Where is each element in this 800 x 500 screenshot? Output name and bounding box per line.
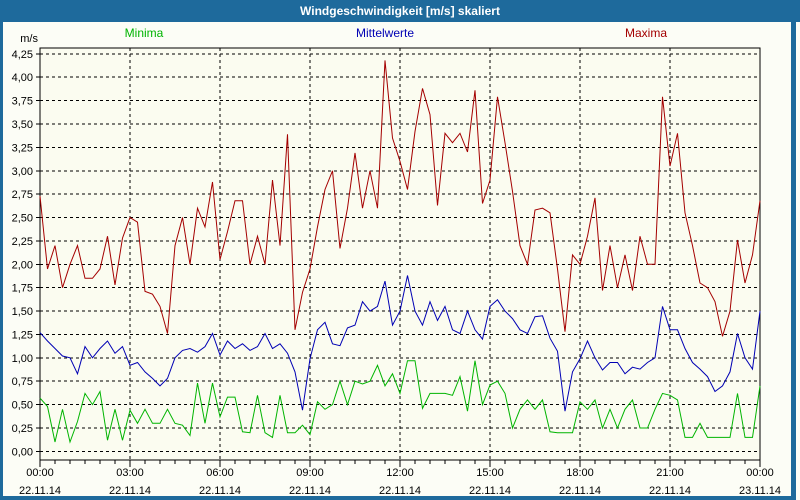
title-bar: Windgeschwindigkeit [m/s] skaliert [0,0,800,22]
plot-area: 0,00 0,25 0,50 0,75 1,00 1,25 1,50 1,75 2,00 2,25… [0,22,796,500]
svg-text:00:00: 00:00 [26,467,54,479]
svg-text:2,50: 2,50 [12,213,33,225]
svg-text:15:00: 15:00 [476,467,504,479]
legend-mittelwerte: Mittelwerte [355,26,415,40]
svg-text:4,25: 4,25 [12,49,33,61]
svg-text:22.11.14: 22.11.14 [559,485,601,497]
svg-text:3,25: 3,25 [12,142,33,154]
svg-text:1,00: 1,00 [12,353,33,365]
svg-text:00:00: 00:00 [746,467,774,479]
svg-text:22.11.14: 22.11.14 [109,485,151,497]
svg-text:22.11.14: 22.11.14 [649,485,691,497]
svg-text:1,50: 1,50 [12,306,33,318]
svg-text:2,75: 2,75 [12,189,33,201]
svg-text:0,25: 0,25 [12,423,33,435]
legend-maxima: Maxima [624,26,668,40]
svg-text:03:00: 03:00 [116,467,144,479]
svg-text:23.11.14: 23.11.14 [739,485,781,497]
svg-text:22.11.14: 22.11.14 [289,485,331,497]
svg-text:3,75: 3,75 [12,96,33,108]
svg-text:2,00: 2,00 [12,259,33,271]
svg-text:06:00: 06:00 [206,467,234,479]
svg-text:3,00: 3,00 [12,166,33,178]
svg-text:12:00: 12:00 [386,467,414,479]
svg-text:1,25: 1,25 [12,330,33,342]
svg-text:0,00: 0,00 [12,446,33,458]
svg-text:4,00: 4,00 [12,72,33,84]
svg-text:0,75: 0,75 [12,376,33,388]
svg-text:22.11.14: 22.11.14 [199,485,241,497]
svg-text:18:00: 18:00 [566,467,594,479]
svg-text:2,25: 2,25 [12,236,33,248]
svg-text:0,50: 0,50 [12,400,33,412]
svg-text:21:00: 21:00 [656,467,684,479]
chart-panel: Minima Mittelwerte Maxima 0,00 0,25 0,50 0,… [0,22,800,500]
svg-text:m/s: m/s [20,33,38,45]
chart-title: Windgeschwindigkeit [m/s] skaliert [300,4,500,18]
legend-minima: Minima [124,26,164,40]
svg-text:22.11.14: 22.11.14 [469,485,511,497]
svg-text:1,75: 1,75 [12,283,33,295]
svg-text:3,50: 3,50 [12,119,33,131]
svg-text:09:00: 09:00 [296,467,324,479]
svg-text:22.11.14: 22.11.14 [19,485,61,497]
svg-text:22.11.14: 22.11.14 [379,485,421,497]
